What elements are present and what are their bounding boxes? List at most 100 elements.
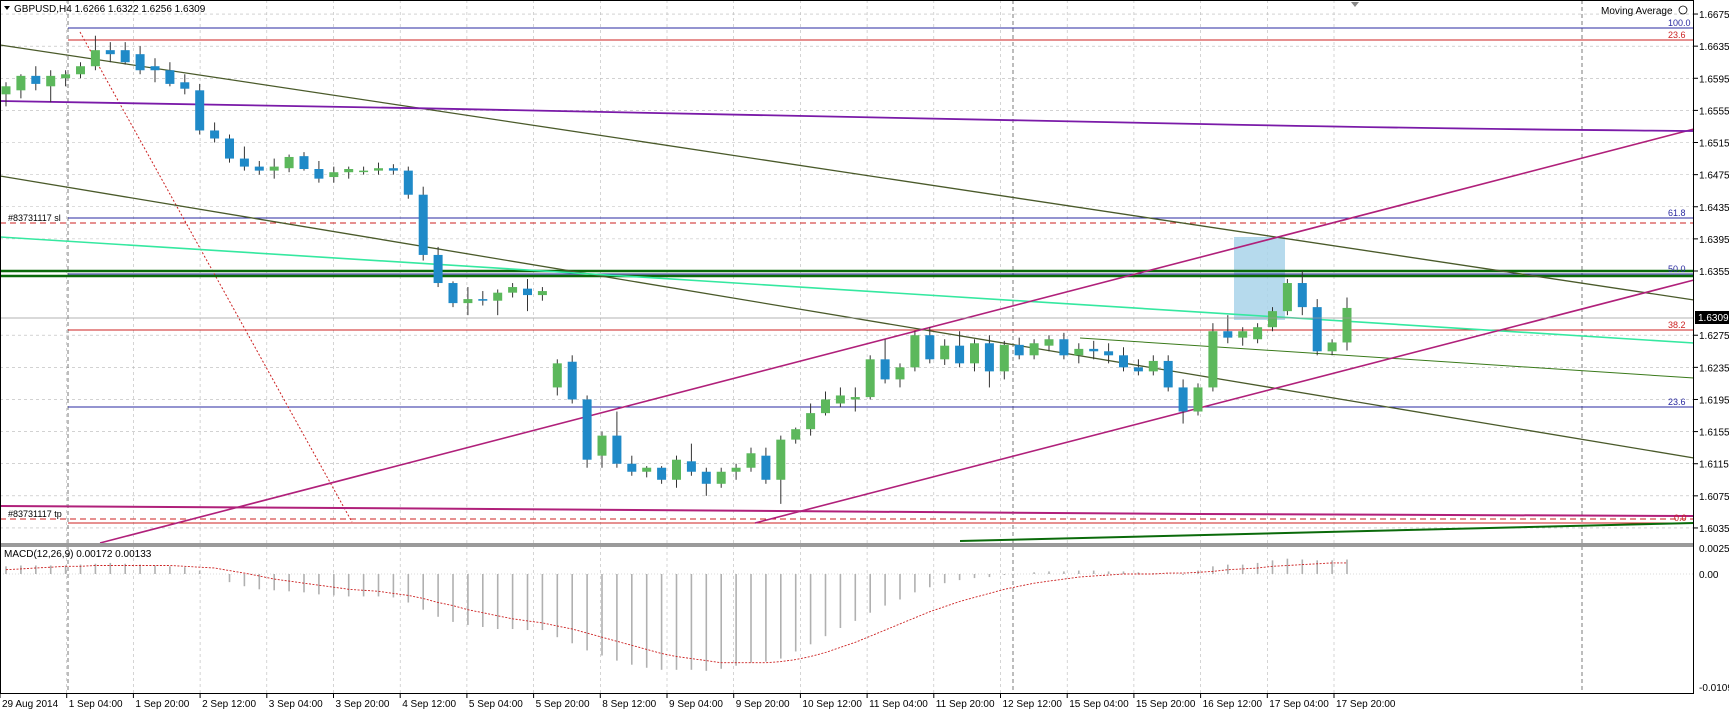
macd-histogram: [5, 558, 1348, 671]
candle: [374, 162, 383, 175]
price-tick-label: 1.6355: [1699, 267, 1729, 278]
candle-body: [776, 439, 786, 480]
candle-body: [1327, 342, 1337, 352]
candle-body: [508, 287, 518, 293]
candle-body: [299, 156, 309, 170]
macd-axis[interactable]: 0.00258 0.00 -0.01099: [1699, 544, 1729, 694]
trendline-green-thin: [1079, 337, 1695, 379]
candle: [1312, 299, 1322, 356]
time-tick-label: 10 Sep 12:00: [802, 699, 862, 710]
candle: [433, 246, 443, 288]
smiley-icon[interactable]: [1678, 5, 1688, 15]
fib-label-618: 61.8: [1668, 208, 1686, 218]
candle-body: [567, 361, 577, 400]
candle: [105, 42, 115, 63]
candle: [835, 387, 845, 408]
candle-body: [850, 397, 860, 400]
candle-body: [150, 66, 160, 71]
trendline-olive-top: [0, 44, 1695, 301]
fib-label-236-top: 23.6: [1668, 30, 1686, 40]
price-tick-label: 1.6075: [1699, 492, 1729, 503]
candle-body: [731, 467, 741, 472]
candle-body: [1342, 307, 1352, 343]
channel-lower-line: [754, 279, 1695, 524]
price-tick-label: 1.6155: [1699, 428, 1729, 439]
dropdown-triangle-icon[interactable]: [4, 6, 10, 10]
time-tick-label: 16 Sep 12:00: [1203, 699, 1263, 710]
trendlines[interactable]: [0, 44, 1695, 544]
candles[interactable]: [1, 35, 1352, 504]
candle-body: [880, 359, 890, 380]
pane-separator[interactable]: [0, 543, 1694, 547]
candle: [627, 455, 637, 476]
current-price-tag: [1695, 311, 1729, 324]
price-tick-label: 1.6435: [1699, 203, 1729, 214]
candle: [1297, 270, 1307, 316]
candle: [165, 62, 175, 87]
macd-label: MACD(12,26,9) 0.00172 0.00133: [4, 549, 152, 560]
candle: [552, 359, 562, 396]
candle-body: [552, 363, 562, 388]
candle-body: [76, 66, 85, 75]
candle-body: [105, 50, 115, 55]
time-tick-label: 17 Sep 20:00: [1336, 699, 1396, 710]
candle: [1238, 327, 1248, 346]
macd-tick: 0.00258: [1699, 544, 1729, 555]
candle-body: [433, 254, 443, 284]
trendline-dark-green: [959, 522, 1695, 542]
candle: [299, 152, 309, 171]
price-axis[interactable]: 1.6675 1.6635 1.6595 1.6555 1.6515 1.6475 1.64…: [1694, 10, 1729, 535]
candle-body: [1312, 307, 1322, 352]
candle: [16, 74, 26, 99]
candle-body: [1282, 283, 1292, 312]
candle: [1148, 355, 1158, 376]
time-tick-label: 4 Sep 12:00: [402, 699, 456, 710]
price-tick-label: 1.6675: [1699, 10, 1729, 21]
candle-body: [1029, 343, 1039, 356]
candle: [493, 289, 503, 316]
candle: [1119, 347, 1128, 372]
candle-body: [806, 413, 816, 430]
candle: [865, 355, 875, 400]
candle: [701, 467, 711, 496]
candle: [284, 154, 294, 173]
time-tick-label: 11 Sep 04:00: [869, 699, 928, 710]
candle: [463, 287, 473, 316]
candle: [1282, 279, 1292, 316]
candle-body: [254, 166, 264, 171]
candle-body: [1, 86, 11, 95]
candle-body: [1119, 355, 1128, 368]
candle: [1059, 332, 1069, 360]
candle: [567, 355, 577, 404]
candle-body: [686, 461, 696, 472]
candle: [1268, 307, 1277, 332]
candle-body: [493, 292, 503, 301]
candle: [120, 42, 130, 65]
candle-body: [1163, 360, 1173, 388]
candle-body: [627, 463, 637, 472]
candle: [61, 70, 71, 87]
indicator-label[interactable]: Moving Average: [1601, 6, 1673, 17]
candle-body: [910, 335, 920, 368]
candle: [150, 58, 160, 83]
macd-pane[interactable]: [0, 558, 1694, 671]
candle: [895, 363, 905, 388]
trendline-cyan: [0, 236, 1695, 344]
time-tick-label: 15 Sep 20:00: [1136, 699, 1196, 710]
candle-body: [999, 344, 1009, 372]
candle: [657, 466, 667, 484]
current-price-text: 1.6309: [1698, 313, 1729, 324]
fibonacci-levels[interactable]: [68, 27, 1694, 524]
time-tick-label: 29 Aug 2014: [2, 699, 59, 710]
highlight-rectangle[interactable]: [1234, 237, 1285, 320]
candle: [642, 466, 652, 478]
candle: [1089, 340, 1099, 360]
shift-marker-icon[interactable]: [1351, 2, 1359, 7]
time-axis[interactable]: 29 Aug 2014 1 Sep 04:00 1 Sep 20:00 2 Sep 1…: [0, 694, 1396, 710]
candle: [76, 62, 85, 79]
candle-body: [835, 395, 845, 404]
candle: [1029, 339, 1039, 360]
candle: [180, 74, 190, 95]
